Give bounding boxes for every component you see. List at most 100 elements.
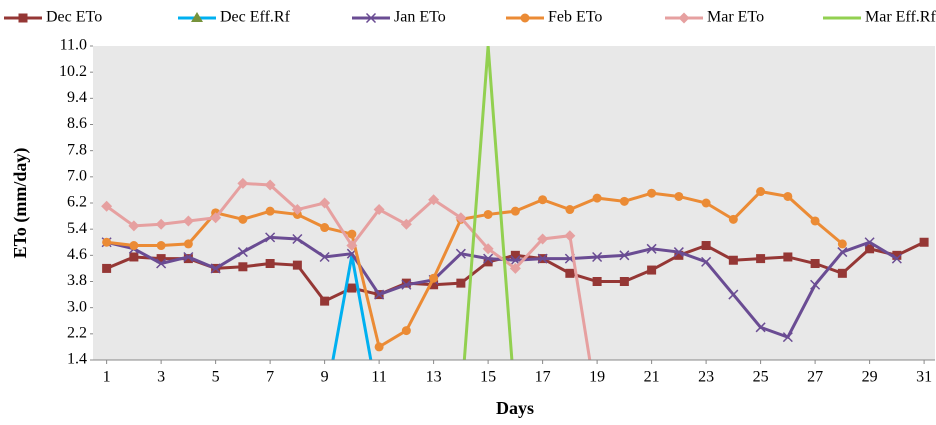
marker (129, 252, 139, 262)
y-tick-label: 7.8 (67, 141, 87, 158)
marker (102, 237, 112, 247)
legend-label: Jan ETo (394, 9, 446, 26)
x-tick-label: 25 (753, 369, 769, 386)
marker (156, 241, 166, 251)
x-axis-title: Days (496, 398, 534, 418)
marker (401, 279, 412, 290)
marker (755, 322, 766, 333)
marker (238, 262, 248, 272)
marker (183, 239, 193, 249)
marker (565, 268, 575, 278)
marker (400, 218, 412, 230)
marker (182, 215, 194, 227)
marker (673, 247, 684, 258)
marker (837, 239, 847, 249)
marker (592, 400, 603, 411)
marker (456, 278, 466, 288)
marker (428, 194, 440, 206)
marker (238, 214, 248, 224)
marker (810, 216, 820, 226)
marker (237, 177, 249, 189)
y-tick-label: 3.0 (67, 298, 87, 315)
marker (320, 223, 330, 233)
marker (728, 255, 738, 265)
y-tick-label: 5.4 (67, 220, 87, 237)
plot (101, 46, 929, 411)
marker (373, 204, 385, 216)
marker (156, 258, 167, 269)
x-tick-label: 29 (862, 369, 878, 386)
marker (592, 193, 602, 203)
marker (510, 250, 520, 260)
x-tick-label: 9 (321, 369, 329, 386)
marker (191, 12, 203, 22)
x-tick-label: 13 (426, 369, 442, 386)
marker (292, 233, 303, 245)
x-tick-label: 31 (916, 369, 932, 386)
marker (347, 283, 357, 293)
y-tick-label: 2.2 (67, 325, 87, 342)
y-tick-label: 11.0 (60, 37, 87, 54)
marker (520, 13, 530, 23)
plot-area (93, 46, 935, 360)
marker (619, 196, 629, 206)
legend-label: Mar Eff.Rf (865, 9, 936, 26)
marker (538, 195, 548, 205)
x-tick-label: 27 (807, 369, 823, 386)
marker (319, 197, 331, 209)
marker (619, 250, 630, 261)
marker (782, 332, 793, 343)
marker (429, 273, 439, 283)
marker (537, 253, 548, 264)
marker (320, 296, 330, 306)
marker (756, 254, 766, 264)
marker (183, 254, 193, 264)
marker (864, 237, 875, 248)
series-line (462, 46, 514, 360)
x-tick-label: 19 (589, 369, 605, 386)
x-tick-label: 3 (157, 369, 165, 386)
marker (678, 12, 690, 24)
marker (18, 13, 28, 23)
legend-label: Dec Eff.Rf (220, 9, 291, 26)
marker (509, 262, 521, 274)
marker (155, 218, 167, 230)
y-tick-label: 10.2 (59, 63, 87, 80)
marker (919, 237, 929, 247)
legend-label: Dec ETo (46, 9, 102, 26)
marker (674, 191, 684, 201)
x-tick-label: 1 (103, 369, 111, 386)
marker (401, 326, 411, 336)
marker (483, 257, 493, 267)
marker (455, 248, 466, 259)
marker (482, 243, 494, 255)
marker (346, 240, 358, 252)
marker (891, 253, 902, 264)
marker (483, 253, 494, 264)
marker (401, 278, 411, 288)
marker (265, 232, 276, 243)
marker (365, 12, 377, 24)
marker (265, 259, 275, 269)
marker (728, 214, 738, 224)
marker (483, 209, 493, 219)
marker (646, 243, 657, 254)
marker (429, 280, 439, 290)
marker (291, 204, 303, 216)
marker (647, 188, 657, 198)
marker (810, 259, 820, 269)
marker (728, 289, 739, 300)
marker (701, 241, 711, 251)
y-axis-title: ETo (mm/day) (10, 148, 31, 259)
y-tick-label: 1.4 (67, 351, 87, 368)
y-tick-label: 3.8 (67, 272, 87, 289)
marker (374, 289, 385, 300)
x-tick-label: 5 (212, 369, 220, 386)
marker (237, 247, 248, 258)
marker (347, 229, 357, 239)
marker (647, 265, 657, 275)
marker (264, 179, 276, 191)
marker (102, 263, 112, 273)
y-tick-label: 9.4 (67, 89, 87, 106)
